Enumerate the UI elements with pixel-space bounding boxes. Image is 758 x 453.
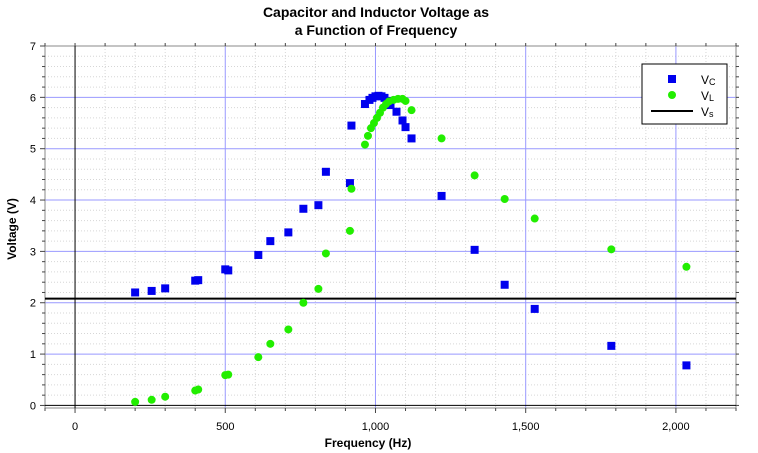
vl-point: [266, 339, 275, 348]
vl-point: [321, 249, 330, 258]
vc-point: [398, 116, 407, 125]
legend-label-vs: Vs: [701, 105, 714, 119]
vc-point: [607, 341, 616, 350]
vc-point: [254, 250, 263, 259]
vl-point: [161, 392, 170, 401]
vc-point: [470, 245, 479, 254]
vl-point: [314, 284, 323, 293]
vl-point: [194, 385, 203, 394]
x-tick-label: 0: [72, 421, 78, 433]
series-layer: [45, 91, 736, 406]
vc-point: [321, 167, 330, 176]
tick-marks: [40, 43, 739, 413]
legend-marker-vc: [668, 75, 676, 83]
vc-point: [224, 266, 233, 275]
vc-point: [360, 100, 369, 109]
x-tick-label: 2,000: [662, 421, 690, 433]
vc-point: [530, 304, 539, 313]
vl-point: [360, 140, 369, 149]
y-tick-label: 5: [30, 144, 36, 156]
vc-point: [266, 237, 275, 246]
vl-point: [347, 184, 356, 193]
vl-point: [530, 214, 539, 223]
vl-point: [131, 397, 140, 406]
vc-point: [314, 201, 323, 210]
vl-point: [437, 134, 446, 143]
y-tick-label: 1: [30, 349, 36, 361]
x-axis-label: Frequency (Hz): [325, 436, 412, 450]
plot-area: [44, 45, 737, 409]
vl-point: [363, 131, 372, 140]
vc-point: [407, 134, 416, 143]
x-tick-label: 1,000: [362, 421, 390, 433]
legend-label-vl: VL: [701, 89, 714, 103]
y-tick-label: 3: [30, 246, 36, 258]
vl-point: [299, 298, 308, 307]
chart-title-line-1: Capacitor and Inductor Voltage as: [263, 4, 489, 20]
vl-point: [607, 245, 616, 254]
vc-point: [401, 123, 410, 132]
vc-point: [347, 121, 356, 130]
y-tick-label: 6: [30, 92, 36, 104]
y-tick-label: 2: [30, 298, 36, 310]
chart-title-line-2: a Function of Frequency: [295, 22, 458, 38]
vc-point: [161, 284, 170, 293]
vl-point: [470, 171, 479, 180]
vl-point: [407, 106, 416, 115]
y-tick-label: 4: [30, 195, 36, 207]
vl-point: [284, 325, 293, 334]
y-tick-label: 0: [30, 400, 36, 412]
vl-point: [500, 195, 509, 204]
legend-label-vc: VC: [701, 73, 716, 87]
vc-point: [345, 179, 354, 188]
vc-point: [131, 288, 140, 297]
vc-point: [392, 107, 401, 116]
axes: [45, 46, 736, 408]
vc-point: [500, 280, 509, 289]
vc-point: [284, 228, 293, 237]
tick-labels: 0 500 1,000 1,500 2,000 0 1 2 3 4 5 6 7: [30, 41, 690, 433]
vl-point: [147, 395, 156, 404]
legend: VC VL Vs: [641, 63, 728, 125]
vc-point: [299, 204, 308, 213]
x-tick-label: 1,500: [512, 421, 540, 433]
x-tick-label: 500: [216, 421, 234, 433]
y-tick-label: 7: [30, 41, 36, 53]
vc-point: [682, 361, 691, 370]
vl-point: [682, 262, 691, 271]
legend-marker-vl: [668, 91, 676, 99]
y-axis-label: Voltage (V): [5, 198, 19, 260]
legend-box: [641, 63, 728, 125]
vl-point: [254, 353, 263, 362]
vl-point: [224, 370, 233, 379]
vc-point: [194, 276, 203, 285]
vl-point: [345, 226, 354, 235]
vc-point: [147, 286, 156, 295]
vl-point: [401, 96, 410, 105]
vc-point: [437, 191, 446, 200]
